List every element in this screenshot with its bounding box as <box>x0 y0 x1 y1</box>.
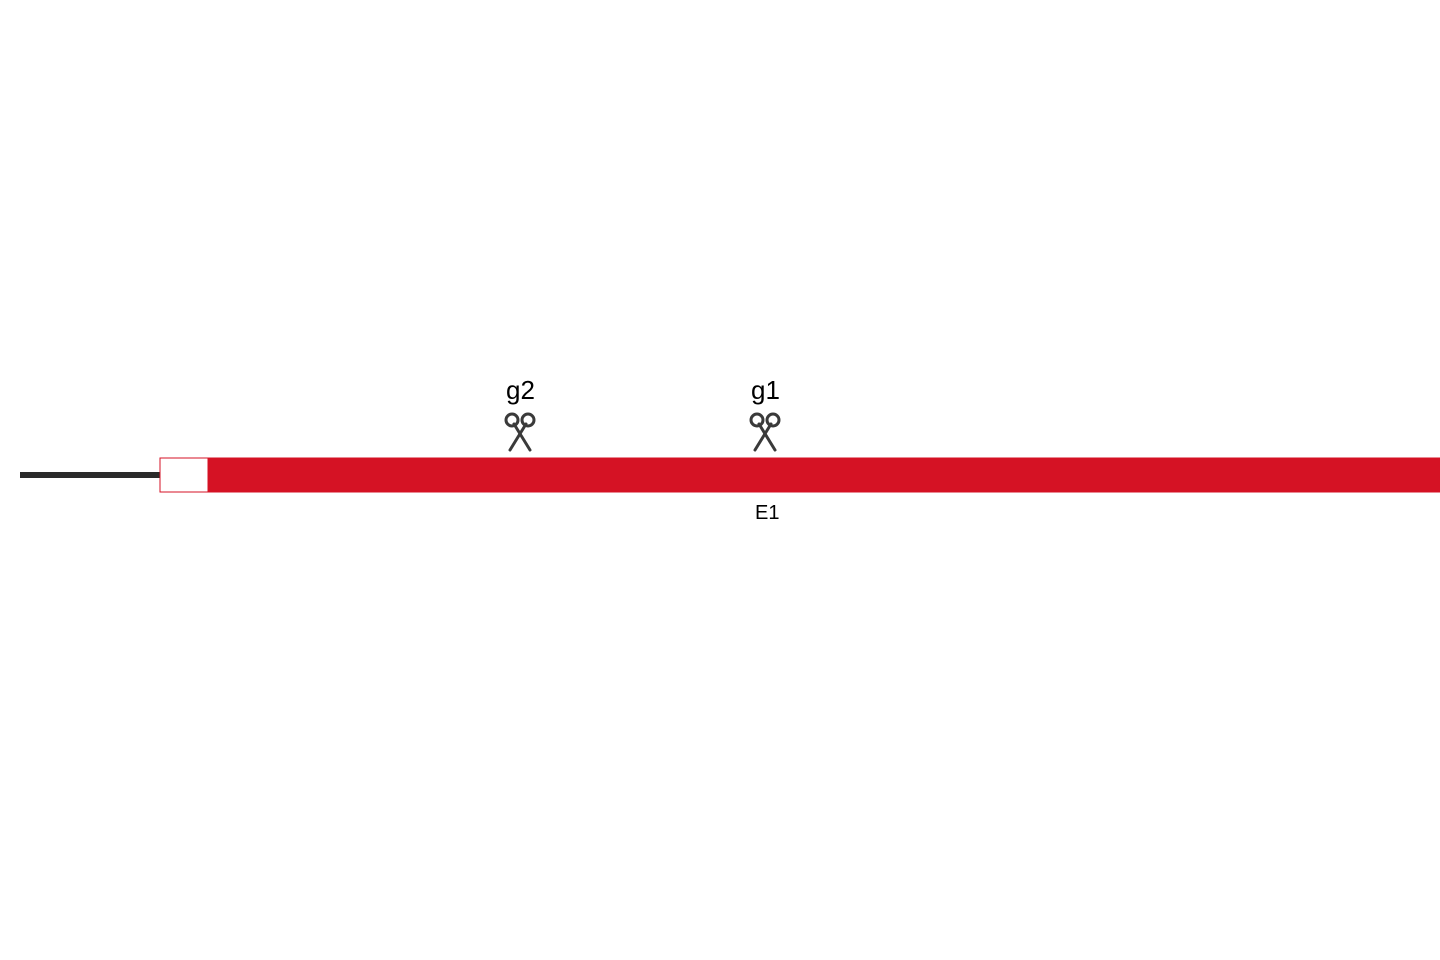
utr-box <box>160 458 208 492</box>
cut-site-g1 <box>751 414 779 450</box>
cut-label-g2: g2 <box>506 375 535 406</box>
scissor-icon <box>751 414 779 450</box>
gene-diagram <box>0 0 1440 960</box>
cut-site-g2 <box>506 414 534 450</box>
exon-label-e1: E1 <box>755 502 779 525</box>
cut-label-g1: g1 <box>751 375 780 406</box>
scissor-icon <box>506 414 534 450</box>
exon-box-e1 <box>208 458 1440 492</box>
